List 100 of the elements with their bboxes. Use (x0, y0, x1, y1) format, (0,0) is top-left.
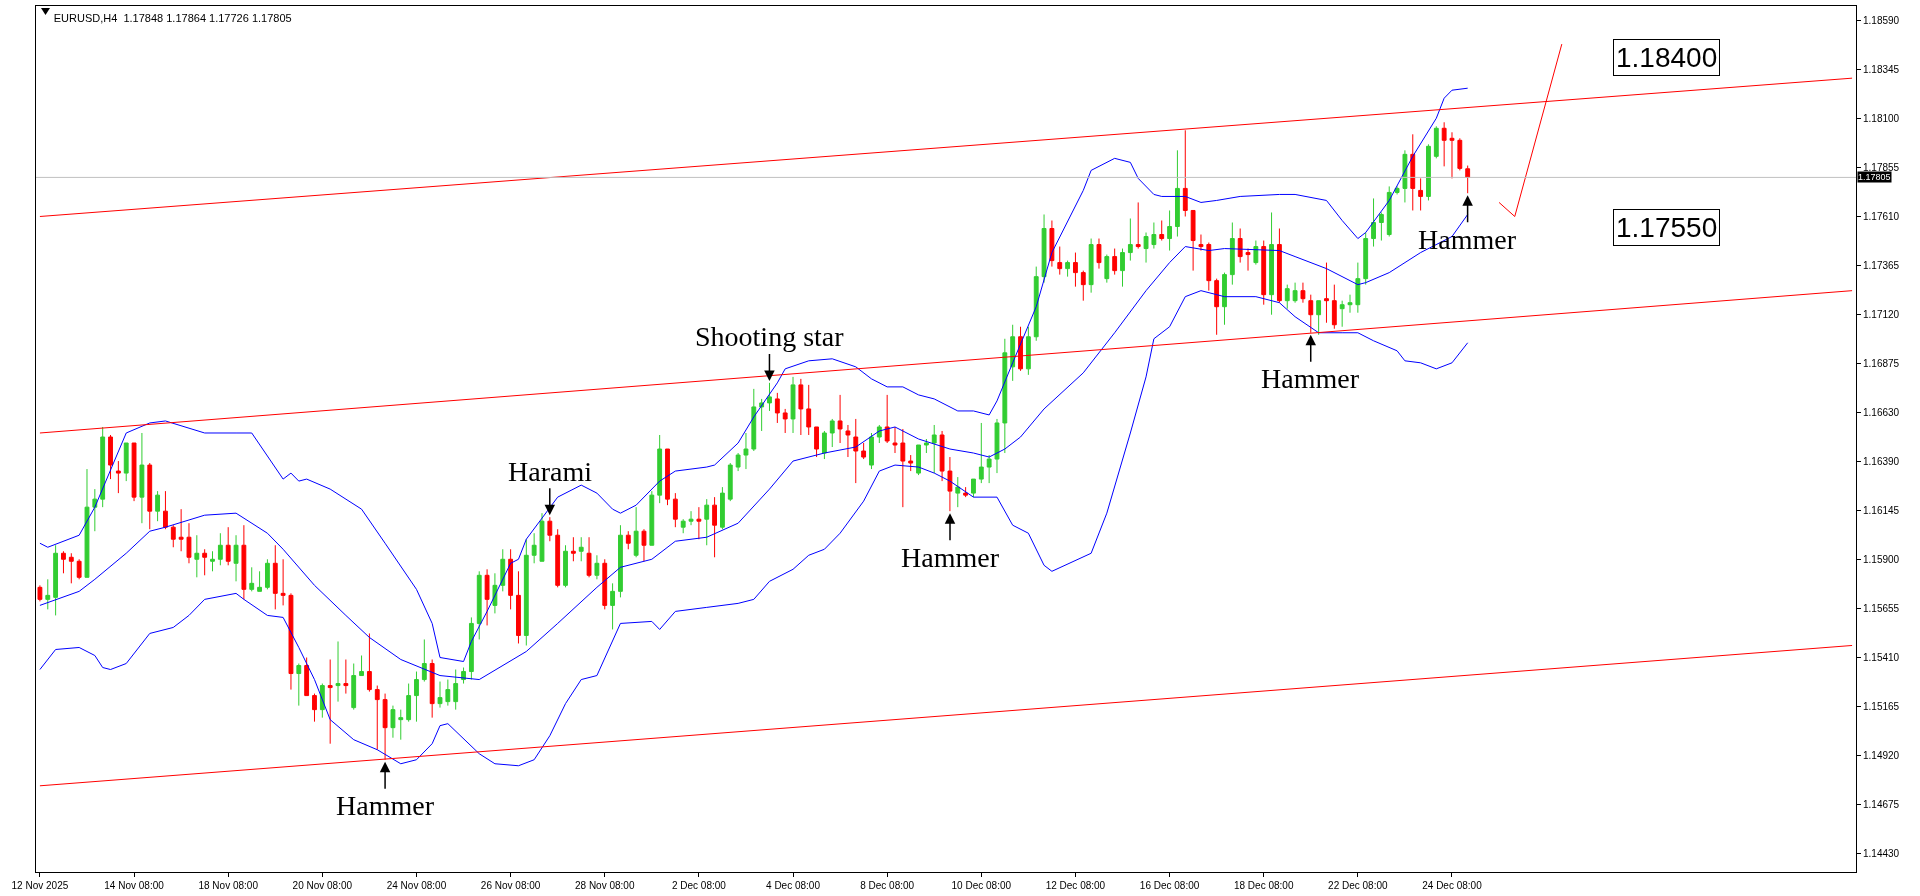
candlestick (1025, 326, 1031, 376)
candlestick (1135, 201, 1141, 250)
candlestick (931, 424, 937, 474)
candlestick (1339, 300, 1345, 328)
candlestick (649, 490, 655, 546)
candlestick (1347, 294, 1353, 314)
candlestick (523, 538, 529, 646)
candlestick (1269, 211, 1274, 316)
x-tick-label: 2 Dec 08:00 (671, 880, 727, 891)
candlestick (1237, 228, 1243, 264)
x-tick-label: 24 Nov 08:00 (386, 880, 447, 891)
candlestick (359, 655, 364, 677)
candlestick (633, 506, 639, 558)
candlestick (798, 378, 804, 436)
candlestick (108, 434, 113, 480)
candlestick (735, 452, 741, 472)
candlestick (704, 498, 710, 546)
candlestick (374, 685, 380, 751)
candlestick (516, 570, 521, 644)
candlestick (1378, 211, 1384, 242)
candlestick (978, 422, 984, 484)
candlestick (782, 408, 788, 434)
candlestick (1276, 228, 1282, 304)
candlestick (131, 442, 137, 502)
candlestick (217, 532, 223, 566)
candlestick (610, 582, 616, 630)
candlestick (445, 679, 451, 707)
x-tick-label: 16 Dec 08:00 (1139, 880, 1200, 891)
candlestick (578, 536, 584, 562)
candlestick (343, 659, 349, 695)
x-tick-label: 14 Nov 08:00 (104, 880, 165, 891)
candlestick (84, 468, 90, 578)
candlestick (1245, 248, 1251, 272)
y-tick-label: 1.14430 (1863, 848, 1900, 860)
candlestick (1426, 143, 1431, 201)
candlestick (1198, 234, 1204, 252)
candlestick (900, 428, 906, 508)
candlestick (963, 486, 969, 498)
candlestick (1371, 197, 1376, 248)
candlestick (421, 638, 427, 683)
y-tick-label: 1.15900 (1863, 553, 1900, 565)
x-tick-label: 18 Dec 08:00 (1233, 880, 1294, 891)
candlestick (916, 444, 921, 476)
candlestick (249, 566, 255, 592)
candlestick (869, 432, 874, 470)
candlestick (767, 382, 772, 412)
x-tick-label: 12 Nov 2025 (11, 880, 69, 891)
candlestick (1151, 222, 1157, 250)
candlestick (1143, 232, 1149, 264)
candlestick (1394, 185, 1400, 195)
candlestick (1433, 125, 1439, 159)
candlestick (414, 671, 419, 723)
y-tick-label: 1.18590 (1863, 14, 1900, 26)
candlestick (437, 681, 443, 709)
candlestick (163, 490, 168, 530)
candlestick (531, 532, 537, 564)
annotation: Harami (508, 456, 593, 487)
candlestick (1127, 217, 1133, 262)
candlestick (45, 578, 51, 610)
candlestick (139, 432, 145, 524)
candlestick (1206, 242, 1212, 292)
candlestick (194, 534, 200, 578)
candlestick (335, 640, 341, 703)
candlestick (186, 522, 192, 564)
candlestick (853, 418, 859, 484)
candlestick (594, 554, 600, 580)
candlestick (1418, 177, 1424, 211)
candlestick (429, 659, 435, 719)
x-tick-label: 26 Nov 08:00 (480, 880, 541, 891)
candlestick (147, 462, 153, 530)
candlestick (1402, 149, 1408, 203)
candlestick (1065, 260, 1071, 278)
candlestick (225, 526, 231, 566)
candlestick (508, 548, 514, 610)
candlestick (1355, 262, 1361, 314)
candlestick (861, 442, 867, 460)
y-tick-label: 1.16875 (1863, 358, 1900, 370)
candlestick (1214, 278, 1220, 336)
candlestick (304, 657, 310, 697)
text: EURUSD,H4 1.17848 1.17864 1.17726 1.17805 (53, 12, 292, 25)
candlestick (1253, 240, 1259, 266)
candlestick (790, 376, 796, 434)
candlestick (1465, 165, 1471, 194)
candlestick (1041, 213, 1047, 284)
candlestick (280, 558, 286, 606)
candlestick (586, 536, 592, 578)
candlestick (1120, 248, 1125, 288)
candlestick (1284, 284, 1290, 310)
candlestick (1167, 209, 1172, 252)
candlestick (170, 524, 176, 548)
candlestick (829, 418, 835, 448)
candlestick (1057, 246, 1063, 276)
ref-line-label: 1.17805 (1858, 172, 1891, 182)
y-tick-label: 1.17120 (1863, 309, 1900, 321)
annotation: Shooting star (695, 321, 845, 352)
candlestick (1261, 240, 1267, 306)
x-tick-label: 8 Dec 08:00 (860, 880, 915, 891)
x-tick-label: 28 Nov 08:00 (575, 880, 635, 891)
candlestick (1104, 254, 1110, 284)
candlestick (947, 456, 953, 512)
